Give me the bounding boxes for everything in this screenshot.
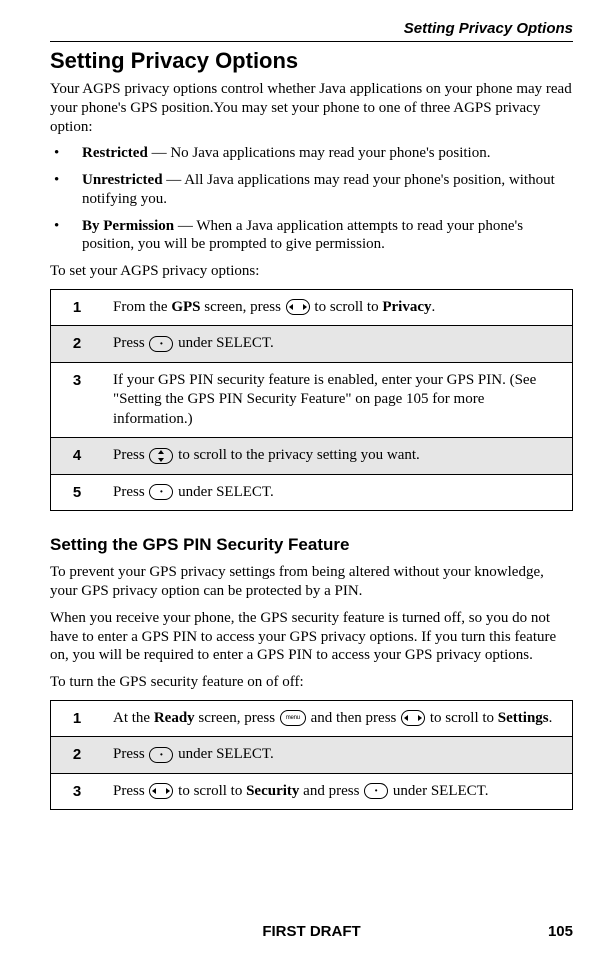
step-text: If your GPS PIN security feature is enab… bbox=[103, 362, 573, 438]
table-row: 5 Press • under SELECT. bbox=[51, 474, 573, 511]
text-run: and then press bbox=[307, 710, 400, 726]
footer-draft-label: FIRST DRAFT bbox=[110, 923, 513, 940]
nav-horizontal-icon bbox=[401, 710, 425, 726]
running-title: Setting Privacy Options bbox=[50, 20, 573, 37]
text-run: Press bbox=[113, 447, 148, 463]
steps-table-1: 1 From the GPS screen, press to scroll t… bbox=[50, 289, 573, 512]
step-num: 1 bbox=[51, 289, 104, 326]
text-run: and press bbox=[299, 783, 363, 799]
text-run: to scroll to the privacy setting you wan… bbox=[174, 447, 419, 463]
menu-key-icon: menu bbox=[280, 710, 306, 726]
page-number: 105 bbox=[513, 923, 573, 940]
table-row: 3 If your GPS PIN security feature is en… bbox=[51, 362, 573, 438]
text-bold: Security bbox=[246, 783, 299, 799]
step-num: 5 bbox=[51, 474, 104, 511]
text-run: From the bbox=[113, 299, 171, 315]
step-num: 2 bbox=[51, 737, 104, 774]
text-bold: Settings bbox=[498, 710, 549, 726]
step-num: 3 bbox=[51, 773, 104, 810]
option-name: Unrestricted bbox=[82, 172, 163, 188]
text-run: At the bbox=[113, 710, 154, 726]
softkey-icon: • bbox=[149, 484, 173, 500]
list-item: Unrestricted — All Java applications may… bbox=[50, 171, 573, 209]
heading-2: Setting the GPS PIN Security Feature bbox=[50, 535, 573, 555]
option-name: Restricted bbox=[82, 145, 148, 161]
option-name: By Permission bbox=[82, 218, 174, 234]
table-row: 1 At the Ready screen, press menu and th… bbox=[51, 700, 573, 737]
text-run: screen, press bbox=[201, 299, 285, 315]
step-text: From the GPS screen, press to scroll to … bbox=[103, 289, 573, 326]
steps-lead-in: To turn the GPS security feature on of o… bbox=[50, 673, 573, 692]
list-item: Restricted — No Java applications may re… bbox=[50, 144, 573, 163]
options-list: Restricted — No Java applications may re… bbox=[50, 144, 573, 254]
text-run: under SELECT. bbox=[174, 335, 273, 351]
text-run: under SELECT. bbox=[174, 746, 273, 762]
step-text: Press • under SELECT. bbox=[103, 737, 573, 774]
step-num: 1 bbox=[51, 700, 104, 737]
text-bold: GPS bbox=[171, 299, 200, 315]
heading-1: Setting Privacy Options bbox=[50, 48, 573, 74]
softkey-icon: • bbox=[364, 783, 388, 799]
table-row: 2 Press • under SELECT. bbox=[51, 737, 573, 774]
steps-lead-in: To set your AGPS privacy options: bbox=[50, 262, 573, 281]
body-paragraph: When you receive your phone, the GPS sec… bbox=[50, 609, 573, 665]
step-text: At the Ready screen, press menu and then… bbox=[103, 700, 573, 737]
text-run: screen, press bbox=[195, 710, 279, 726]
text-run: to scroll to bbox=[311, 299, 383, 315]
text-run: under SELECT. bbox=[174, 484, 273, 500]
text-run: to scroll to bbox=[426, 710, 498, 726]
text-bold: Privacy bbox=[382, 299, 431, 315]
table-row: 3 Press to scroll to Security and press … bbox=[51, 773, 573, 810]
text-run: Press bbox=[113, 335, 148, 351]
softkey-icon: • bbox=[149, 747, 173, 763]
header-rule bbox=[50, 41, 573, 42]
body-paragraph: To prevent your GPS privacy settings fro… bbox=[50, 563, 573, 601]
page-footer: FIRST DRAFT 105 bbox=[50, 923, 573, 940]
softkey-icon: • bbox=[149, 336, 173, 352]
text-run: Press bbox=[113, 484, 148, 500]
step-text: Press • under SELECT. bbox=[103, 474, 573, 511]
step-text: Press • under SELECT. bbox=[103, 326, 573, 363]
text-run: Press bbox=[113, 746, 148, 762]
text-run: to scroll to bbox=[174, 783, 246, 799]
step-num: 3 bbox=[51, 362, 104, 438]
steps-table-2: 1 At the Ready screen, press menu and th… bbox=[50, 700, 573, 811]
table-row: 1 From the GPS screen, press to scroll t… bbox=[51, 289, 573, 326]
list-item: By Permission — When a Java application … bbox=[50, 217, 573, 255]
text-run: . bbox=[432, 299, 436, 315]
text-bold: Ready bbox=[154, 710, 195, 726]
nav-horizontal-icon bbox=[286, 299, 310, 315]
option-desc: — No Java applications may read your pho… bbox=[148, 145, 491, 161]
step-text: Press to scroll to Security and press • … bbox=[103, 773, 573, 810]
nav-vertical-icon bbox=[149, 448, 173, 464]
intro-paragraph: Your AGPS privacy options control whethe… bbox=[50, 80, 573, 136]
table-row: 4 Press to scroll to the privacy setting… bbox=[51, 438, 573, 475]
text-run: Press bbox=[113, 783, 148, 799]
text-run: under SELECT. bbox=[389, 783, 488, 799]
text-run: . bbox=[549, 710, 553, 726]
nav-horizontal-icon bbox=[149, 783, 173, 799]
step-num: 2 bbox=[51, 326, 104, 363]
table-row: 2 Press • under SELECT. bbox=[51, 326, 573, 363]
step-text: Press to scroll to the privacy setting y… bbox=[103, 438, 573, 475]
step-num: 4 bbox=[51, 438, 104, 475]
